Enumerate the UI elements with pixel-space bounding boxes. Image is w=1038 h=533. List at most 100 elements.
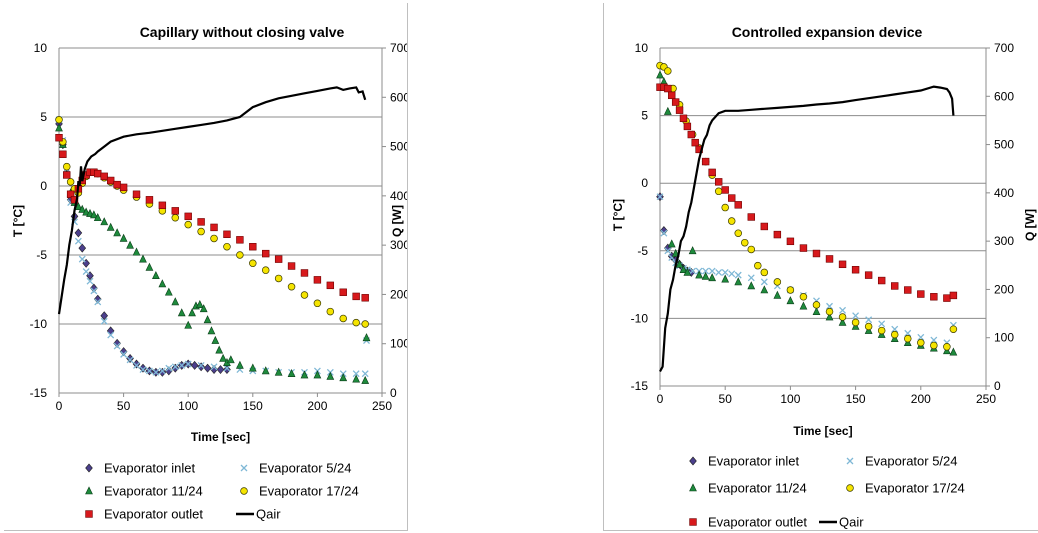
data-point-evaporator-17-24	[261, 266, 270, 274]
data-point-evaporator-5-24	[728, 270, 736, 278]
data-point-evaporator-outlet	[838, 260, 847, 269]
data-point-evaporator-11-24	[701, 271, 710, 280]
series-line-qair	[659, 85, 955, 373]
data-point-evaporator-11-24	[667, 239, 676, 248]
data-point-evaporator-17-24	[930, 341, 938, 350]
data-point-evaporator-5-24	[107, 331, 115, 339]
data-point-evaporator-11-24	[152, 271, 160, 280]
y-tick-label: -5	[36, 248, 47, 262]
data-point-evaporator-11-24	[203, 315, 212, 324]
data-point-evaporator-5-24	[74, 237, 82, 245]
y2-tick-label: 200	[994, 282, 1014, 296]
series-qair	[57, 86, 367, 315]
data-point-evaporator-inlet	[126, 354, 134, 363]
data-point-evaporator-outlet	[668, 91, 676, 100]
data-point-evaporator-5-24	[113, 342, 121, 350]
data-point-evaporator-11-24	[361, 375, 370, 384]
data-point-evaporator-17-24	[943, 343, 951, 351]
data-point-evaporator-17-24	[300, 291, 309, 299]
data-point-evaporator-outlet	[119, 183, 128, 192]
data-point-evaporator-5-24	[760, 278, 768, 286]
x-tick-label: 0	[657, 392, 664, 406]
y-tick-label: 0	[641, 176, 648, 190]
chart-capillary-svg: Capillary without closing valve -15 -10 -5 0…	[11, 24, 407, 522]
chart-title: Capillary without closing valve	[140, 24, 345, 40]
data-point-evaporator-11-24	[352, 374, 361, 383]
data-point-evaporator-outlet	[287, 262, 296, 270]
data-point-evaporator-17-24	[890, 330, 899, 339]
data-point-evaporator-inlet	[113, 338, 121, 348]
data-point-evaporator-inlet	[660, 226, 668, 235]
data-point-evaporator-outlet	[361, 294, 369, 302]
gridlines	[59, 47, 382, 394]
data-point-evaporator-outlet	[184, 212, 192, 221]
data-point-evaporator-outlet	[55, 134, 63, 142]
data-point-evaporator-11-24	[326, 371, 335, 380]
data-point-evaporator-outlet	[106, 176, 115, 185]
data-point-evaporator-11-24	[211, 335, 220, 344]
data-point-evaporator-5-24	[171, 363, 179, 371]
y-tick-label: -15	[631, 379, 649, 393]
data-point-evaporator-17-24	[949, 325, 958, 333]
y-tick-label: -10	[30, 317, 48, 331]
data-point-evaporator-outlet	[59, 150, 67, 158]
data-point-evaporator-11-24	[164, 287, 173, 296]
data-point-evaporator-11-24	[274, 367, 283, 376]
data-point-evaporator-5-24	[120, 350, 128, 358]
data-point-evaporator-11-24	[773, 290, 782, 299]
y-tick-label: 10	[635, 41, 649, 55]
x-tick-label: 200	[307, 399, 327, 413]
data-point-evaporator-17-24	[223, 242, 231, 251]
data-point-evaporator-outlet	[904, 286, 912, 294]
legend-label: Qair	[839, 515, 864, 530]
legend-swatch	[846, 457, 854, 465]
data-point-evaporator-outlet	[300, 269, 309, 277]
data-point-evaporator-11-24	[55, 123, 63, 132]
data-point-evaporator-inlet	[93, 294, 102, 304]
x-axis-title: Time [sec]	[793, 424, 852, 438]
data-point-evaporator-5-24	[361, 370, 369, 378]
data-point-evaporator-inlet	[78, 243, 87, 253]
data-point-evaporator-outlet	[683, 122, 692, 131]
data-point-evaporator-11-24	[215, 345, 224, 354]
data-point-evaporator-17-24	[773, 278, 782, 286]
data-point-evaporator-5-24	[664, 247, 672, 255]
data-point-evaporator-11-24	[177, 308, 186, 317]
data-point-evaporator-outlet	[339, 288, 347, 296]
y2-tick-label: 500	[390, 140, 407, 154]
data-point-evaporator-5-24	[178, 361, 186, 369]
data-point-evaporator-11-24	[106, 222, 115, 231]
series-evaporator-11-24	[656, 70, 958, 356]
data-point-evaporator-17-24	[714, 187, 723, 196]
data-point-evaporator-11-24	[949, 347, 958, 356]
legend-swatch	[689, 456, 697, 466]
x-tick-label: 250	[976, 392, 996, 406]
data-point-evaporator-11-24	[799, 301, 808, 310]
data-point-evaporator-outlet	[326, 281, 335, 290]
gridlines	[660, 47, 986, 387]
data-point-evaporator-inlet	[158, 367, 167, 377]
series-qair	[659, 85, 955, 373]
data-point-evaporator-outlet	[197, 218, 205, 226]
data-point-evaporator-5-24	[352, 370, 360, 378]
y2-tick-label: 500	[994, 138, 1014, 152]
data-point-evaporator-inlet	[216, 365, 225, 375]
legend-label: Evaporator 11/24	[708, 481, 807, 496]
data-point-evaporator-inlet	[106, 326, 115, 336]
data-point-evaporator-outlet	[786, 237, 795, 246]
data-point-evaporator-17-24	[210, 234, 218, 243]
data-point-evaporator-17-24	[799, 293, 808, 301]
data-point-evaporator-5-24	[165, 364, 173, 372]
data-point-evaporator-outlet	[851, 266, 860, 274]
data-point-evaporator-11-24	[734, 277, 743, 286]
data-point-evaporator-5-24	[133, 361, 140, 369]
data-point-evaporator-11-24	[119, 233, 128, 242]
data-point-evaporator-outlet	[171, 207, 179, 215]
data-point-evaporator-inlet	[171, 363, 180, 373]
data-point-evaporator-11-24	[786, 296, 795, 305]
data-point-evaporator-5-24	[145, 367, 153, 375]
data-point-evaporator-11-24	[721, 274, 730, 283]
data-point-evaporator-17-24	[812, 301, 821, 309]
data-point-evaporator-5-24	[826, 302, 833, 310]
legend-label: Evaporator inlet	[708, 454, 799, 469]
